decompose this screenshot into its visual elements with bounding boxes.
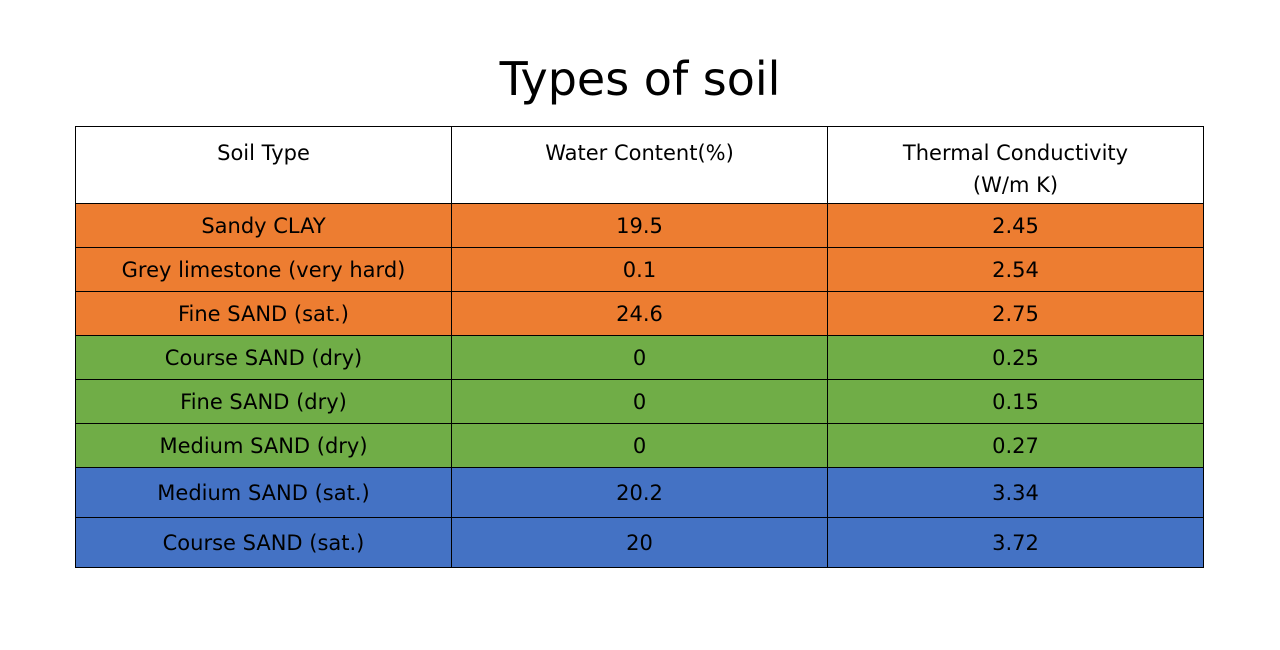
thermal-conductivity-cell: 3.72 xyxy=(827,517,1204,568)
thermal-conductivity-cell: 2.75 xyxy=(827,291,1204,336)
header-soil-type: Soil Type xyxy=(75,126,452,204)
thermal-conductivity-cell: 0.27 xyxy=(827,423,1204,468)
water-content-cell: 24.6 xyxy=(451,291,828,336)
soil-type-cell: Sandy CLAY xyxy=(75,203,452,248)
soil-type-cell: Course SAND (sat.) xyxy=(75,517,452,568)
table-row: Fine SAND (dry) 0 0.15 xyxy=(75,379,1204,424)
header-thermal-conductivity-unit: (W/m K) xyxy=(972,173,1059,197)
soil-type-cell: Medium SAND (dry) xyxy=(75,423,452,468)
water-content-cell: 0 xyxy=(451,335,828,380)
water-content-cell: 20 xyxy=(451,517,828,568)
thermal-conductivity-cell: 0.15 xyxy=(827,379,1204,424)
header-thermal-conductivity-label: Thermal Conductivity xyxy=(902,141,1129,165)
header-water-content: Water Content(%) xyxy=(451,126,828,204)
table-row: Medium SAND (dry) 0 0.27 xyxy=(75,423,1204,468)
soil-table: Soil Type Water Content(%) Thermal Condu… xyxy=(75,126,1204,568)
water-content-cell: 20.2 xyxy=(451,467,828,518)
soil-type-cell: Fine SAND (dry) xyxy=(75,379,452,424)
slide-title: Types of soil xyxy=(499,52,781,106)
soil-type-cell: Grey limestone (very hard) xyxy=(75,247,452,292)
water-content-cell: 0 xyxy=(451,423,828,468)
thermal-conductivity-cell: 2.45 xyxy=(827,203,1204,248)
table-header-row: Soil Type Water Content(%) Thermal Condu… xyxy=(75,126,1204,204)
table-row: Course SAND (sat.) 20 3.72 xyxy=(75,517,1204,568)
soil-type-cell: Course SAND (dry) xyxy=(75,335,452,380)
soil-type-cell: Medium SAND (sat.) xyxy=(75,467,452,518)
table-row: Sandy CLAY 19.5 2.45 xyxy=(75,203,1204,248)
thermal-conductivity-cell: 2.54 xyxy=(827,247,1204,292)
table-row: Course SAND (dry) 0 0.25 xyxy=(75,335,1204,380)
soil-type-cell: Fine SAND (sat.) xyxy=(75,291,452,336)
water-content-cell: 0 xyxy=(451,379,828,424)
table-row: Fine SAND (sat.) 24.6 2.75 xyxy=(75,291,1204,336)
table-row: Grey limestone (very hard) 0.1 2.54 xyxy=(75,247,1204,292)
thermal-conductivity-cell: 3.34 xyxy=(827,467,1204,518)
water-content-cell: 0.1 xyxy=(451,247,828,292)
header-thermal-conductivity: Thermal Conductivity (W/m K) xyxy=(827,126,1204,204)
table-row: Medium SAND (sat.) 20.2 3.34 xyxy=(75,467,1204,518)
water-content-cell: 19.5 xyxy=(451,203,828,248)
thermal-conductivity-cell: 0.25 xyxy=(827,335,1204,380)
